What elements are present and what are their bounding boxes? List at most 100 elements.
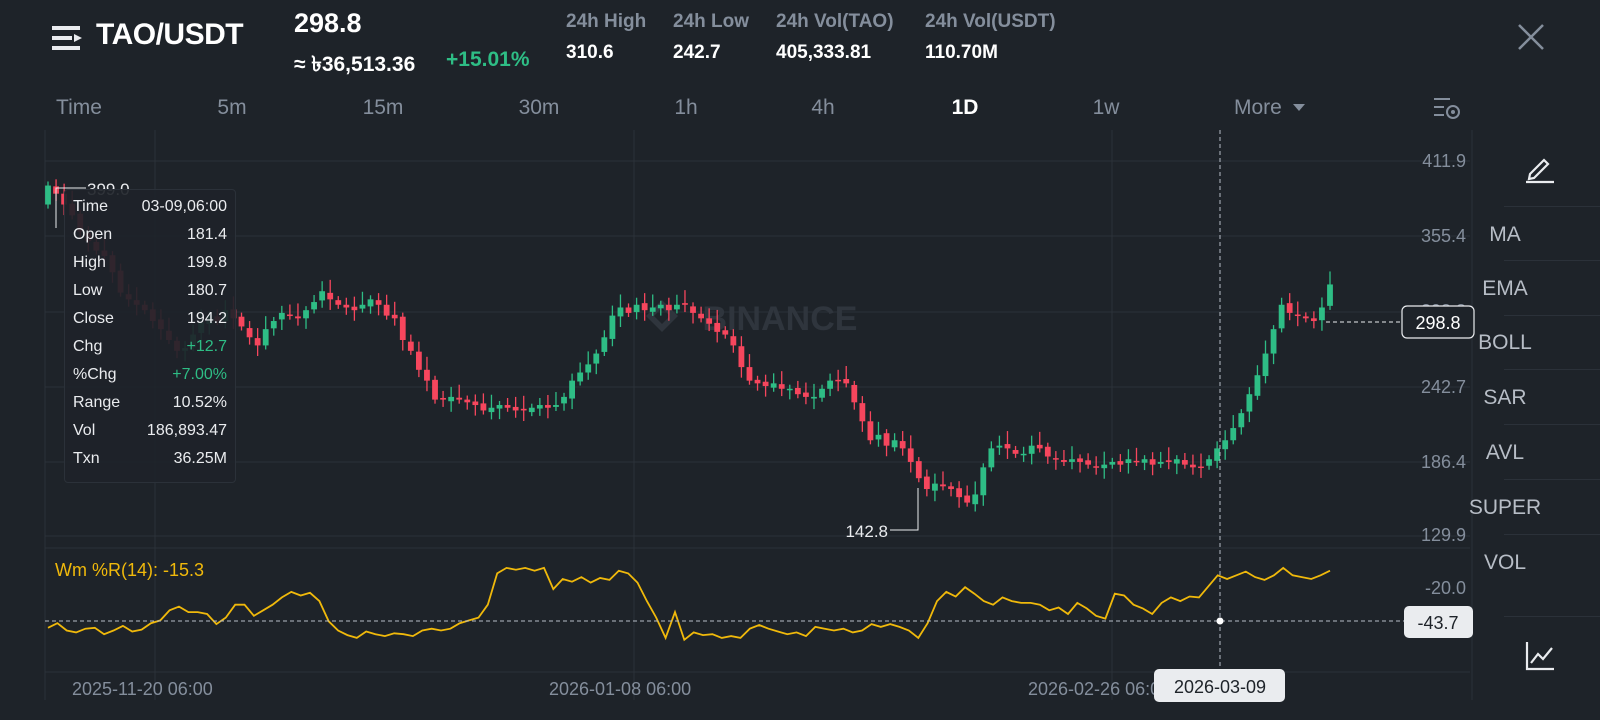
candle bbox=[932, 473, 938, 502]
candle bbox=[561, 392, 567, 411]
candle bbox=[625, 303, 632, 317]
tooltip-row-chg: Chg +12.7 bbox=[73, 338, 227, 362]
candle bbox=[827, 373, 834, 397]
sidebar-btn-ma[interactable]: MA bbox=[1489, 223, 1521, 246]
tooltip-row-vol: Vol 186,893.47 bbox=[73, 422, 227, 446]
min-marker-label: 142.8 bbox=[845, 522, 888, 541]
x-label-1: 2025-11-20 06:00 bbox=[72, 679, 213, 699]
candle bbox=[657, 300, 664, 316]
candle bbox=[528, 403, 535, 417]
candle bbox=[577, 362, 584, 386]
candle bbox=[988, 441, 995, 472]
timeframe-15m[interactable]: 15m bbox=[362, 96, 404, 119]
candle bbox=[1294, 301, 1301, 327]
timeframe-1d[interactable]: 1D bbox=[951, 96, 979, 119]
sidebar-divider bbox=[1504, 369, 1600, 370]
timeframe-4h[interactable]: 4h bbox=[811, 96, 835, 119]
candle bbox=[1028, 435, 1035, 465]
candle bbox=[980, 463, 987, 506]
x-label-3: 2026-02-26 06:00 bbox=[1028, 679, 1170, 699]
candle bbox=[972, 481, 979, 512]
candle bbox=[1230, 415, 1237, 445]
price-tick-242-7: 242.7 bbox=[1421, 377, 1466, 397]
candle bbox=[1093, 456, 1100, 475]
tooltip-row-high: High 199.8 bbox=[73, 254, 227, 278]
candle bbox=[472, 394, 479, 416]
stat-24h-vol-tao-value: 405,333.81 bbox=[776, 42, 872, 63]
candle bbox=[270, 316, 277, 336]
sidebar-btn-vol[interactable]: VOL bbox=[1483, 551, 1527, 574]
candle bbox=[512, 396, 519, 418]
candle bbox=[45, 181, 51, 209]
tooltip-row-time: Time 03-09,06:00 bbox=[73, 198, 227, 222]
menu-icon[interactable] bbox=[52, 24, 84, 52]
candle bbox=[778, 371, 785, 397]
tooltip-label: Low bbox=[73, 282, 103, 299]
candle bbox=[1198, 453, 1204, 478]
candle bbox=[746, 354, 753, 385]
candle bbox=[1270, 325, 1277, 365]
sidebar-btn-sar[interactable]: SAR bbox=[1483, 386, 1527, 409]
candle bbox=[940, 471, 946, 491]
candle bbox=[1061, 450, 1067, 466]
price-tick-186-4: 186.4 bbox=[1421, 452, 1466, 472]
candle bbox=[649, 294, 656, 316]
timeframe-more[interactable]: More bbox=[1234, 96, 1306, 120]
timeframe-time[interactable]: Time bbox=[56, 96, 102, 119]
sidebar-btn-super[interactable]: SUPER bbox=[1468, 496, 1542, 519]
williams-r-line bbox=[47, 566, 1331, 642]
candle bbox=[1036, 431, 1043, 453]
candle bbox=[674, 294, 680, 314]
timeframe-5m[interactable]: 5m bbox=[217, 96, 247, 119]
candle bbox=[504, 397, 511, 412]
candle bbox=[351, 296, 358, 321]
chart-grid bbox=[44, 130, 1473, 700]
candle bbox=[456, 384, 463, 404]
candle bbox=[415, 341, 422, 378]
sidebar-btn-ema[interactable]: EMA bbox=[1482, 277, 1528, 300]
sidebar-divider bbox=[1504, 315, 1600, 316]
timeframe-30m[interactable]: 30m bbox=[518, 96, 560, 119]
stat-24h-high-label: 24h High bbox=[566, 11, 647, 32]
stat-24h-vol-usdt-label: 24h Vol(USDT) bbox=[925, 11, 1056, 32]
candle bbox=[343, 297, 350, 315]
price-chart[interactable]: BINANCE 411.9 355.4 298.8 242.7 186.4 12… bbox=[0, 130, 1600, 720]
candle bbox=[488, 394, 495, 420]
candle bbox=[424, 356, 430, 392]
current-price-label: 298.8 bbox=[1415, 313, 1460, 333]
tooltip-value: +7.00% bbox=[172, 366, 227, 383]
candle bbox=[440, 390, 446, 407]
pair-title[interactable]: TAO/USDT bbox=[96, 18, 244, 51]
candle bbox=[278, 305, 285, 330]
candle bbox=[1117, 454, 1124, 472]
candle bbox=[923, 469, 930, 497]
tooltip-value: 186,893.47 bbox=[146, 422, 227, 439]
timeframe-1h[interactable]: 1h bbox=[674, 96, 698, 119]
timeframe-bar: Time 5m 15m 30m 1h 4h 1D 1w More bbox=[0, 92, 1470, 128]
candle bbox=[246, 321, 253, 345]
candle bbox=[794, 380, 801, 399]
candle bbox=[948, 482, 954, 497]
price-tick-355-4: 355.4 bbox=[1421, 226, 1466, 246]
candle bbox=[754, 375, 761, 391]
wr-indicator-label: Wm %R(14): -15.3 bbox=[55, 560, 204, 580]
pencil-icon[interactable] bbox=[1524, 152, 1556, 184]
candle bbox=[1052, 451, 1059, 470]
candle bbox=[399, 312, 406, 351]
timeframe-1w[interactable]: 1w bbox=[1092, 96, 1120, 119]
sidebar-btn-avl[interactable]: AVL bbox=[1485, 441, 1525, 464]
close-icon[interactable] bbox=[1516, 22, 1546, 52]
candle bbox=[1101, 451, 1108, 479]
candle bbox=[609, 305, 616, 347]
candle bbox=[738, 336, 745, 378]
tooltip-value: 181.4 bbox=[186, 226, 227, 243]
sidebar-btn-boll[interactable]: BOLL bbox=[1478, 331, 1532, 354]
candle bbox=[496, 400, 503, 420]
chart-settings-icon[interactable] bbox=[1432, 94, 1462, 122]
tooltip-label: Close bbox=[73, 310, 114, 327]
candle bbox=[335, 296, 342, 309]
indicator-chart-icon[interactable] bbox=[1524, 640, 1556, 672]
candle bbox=[714, 309, 721, 343]
candle bbox=[536, 397, 543, 416]
tooltip-value: 03-09,06:00 bbox=[141, 198, 227, 215]
